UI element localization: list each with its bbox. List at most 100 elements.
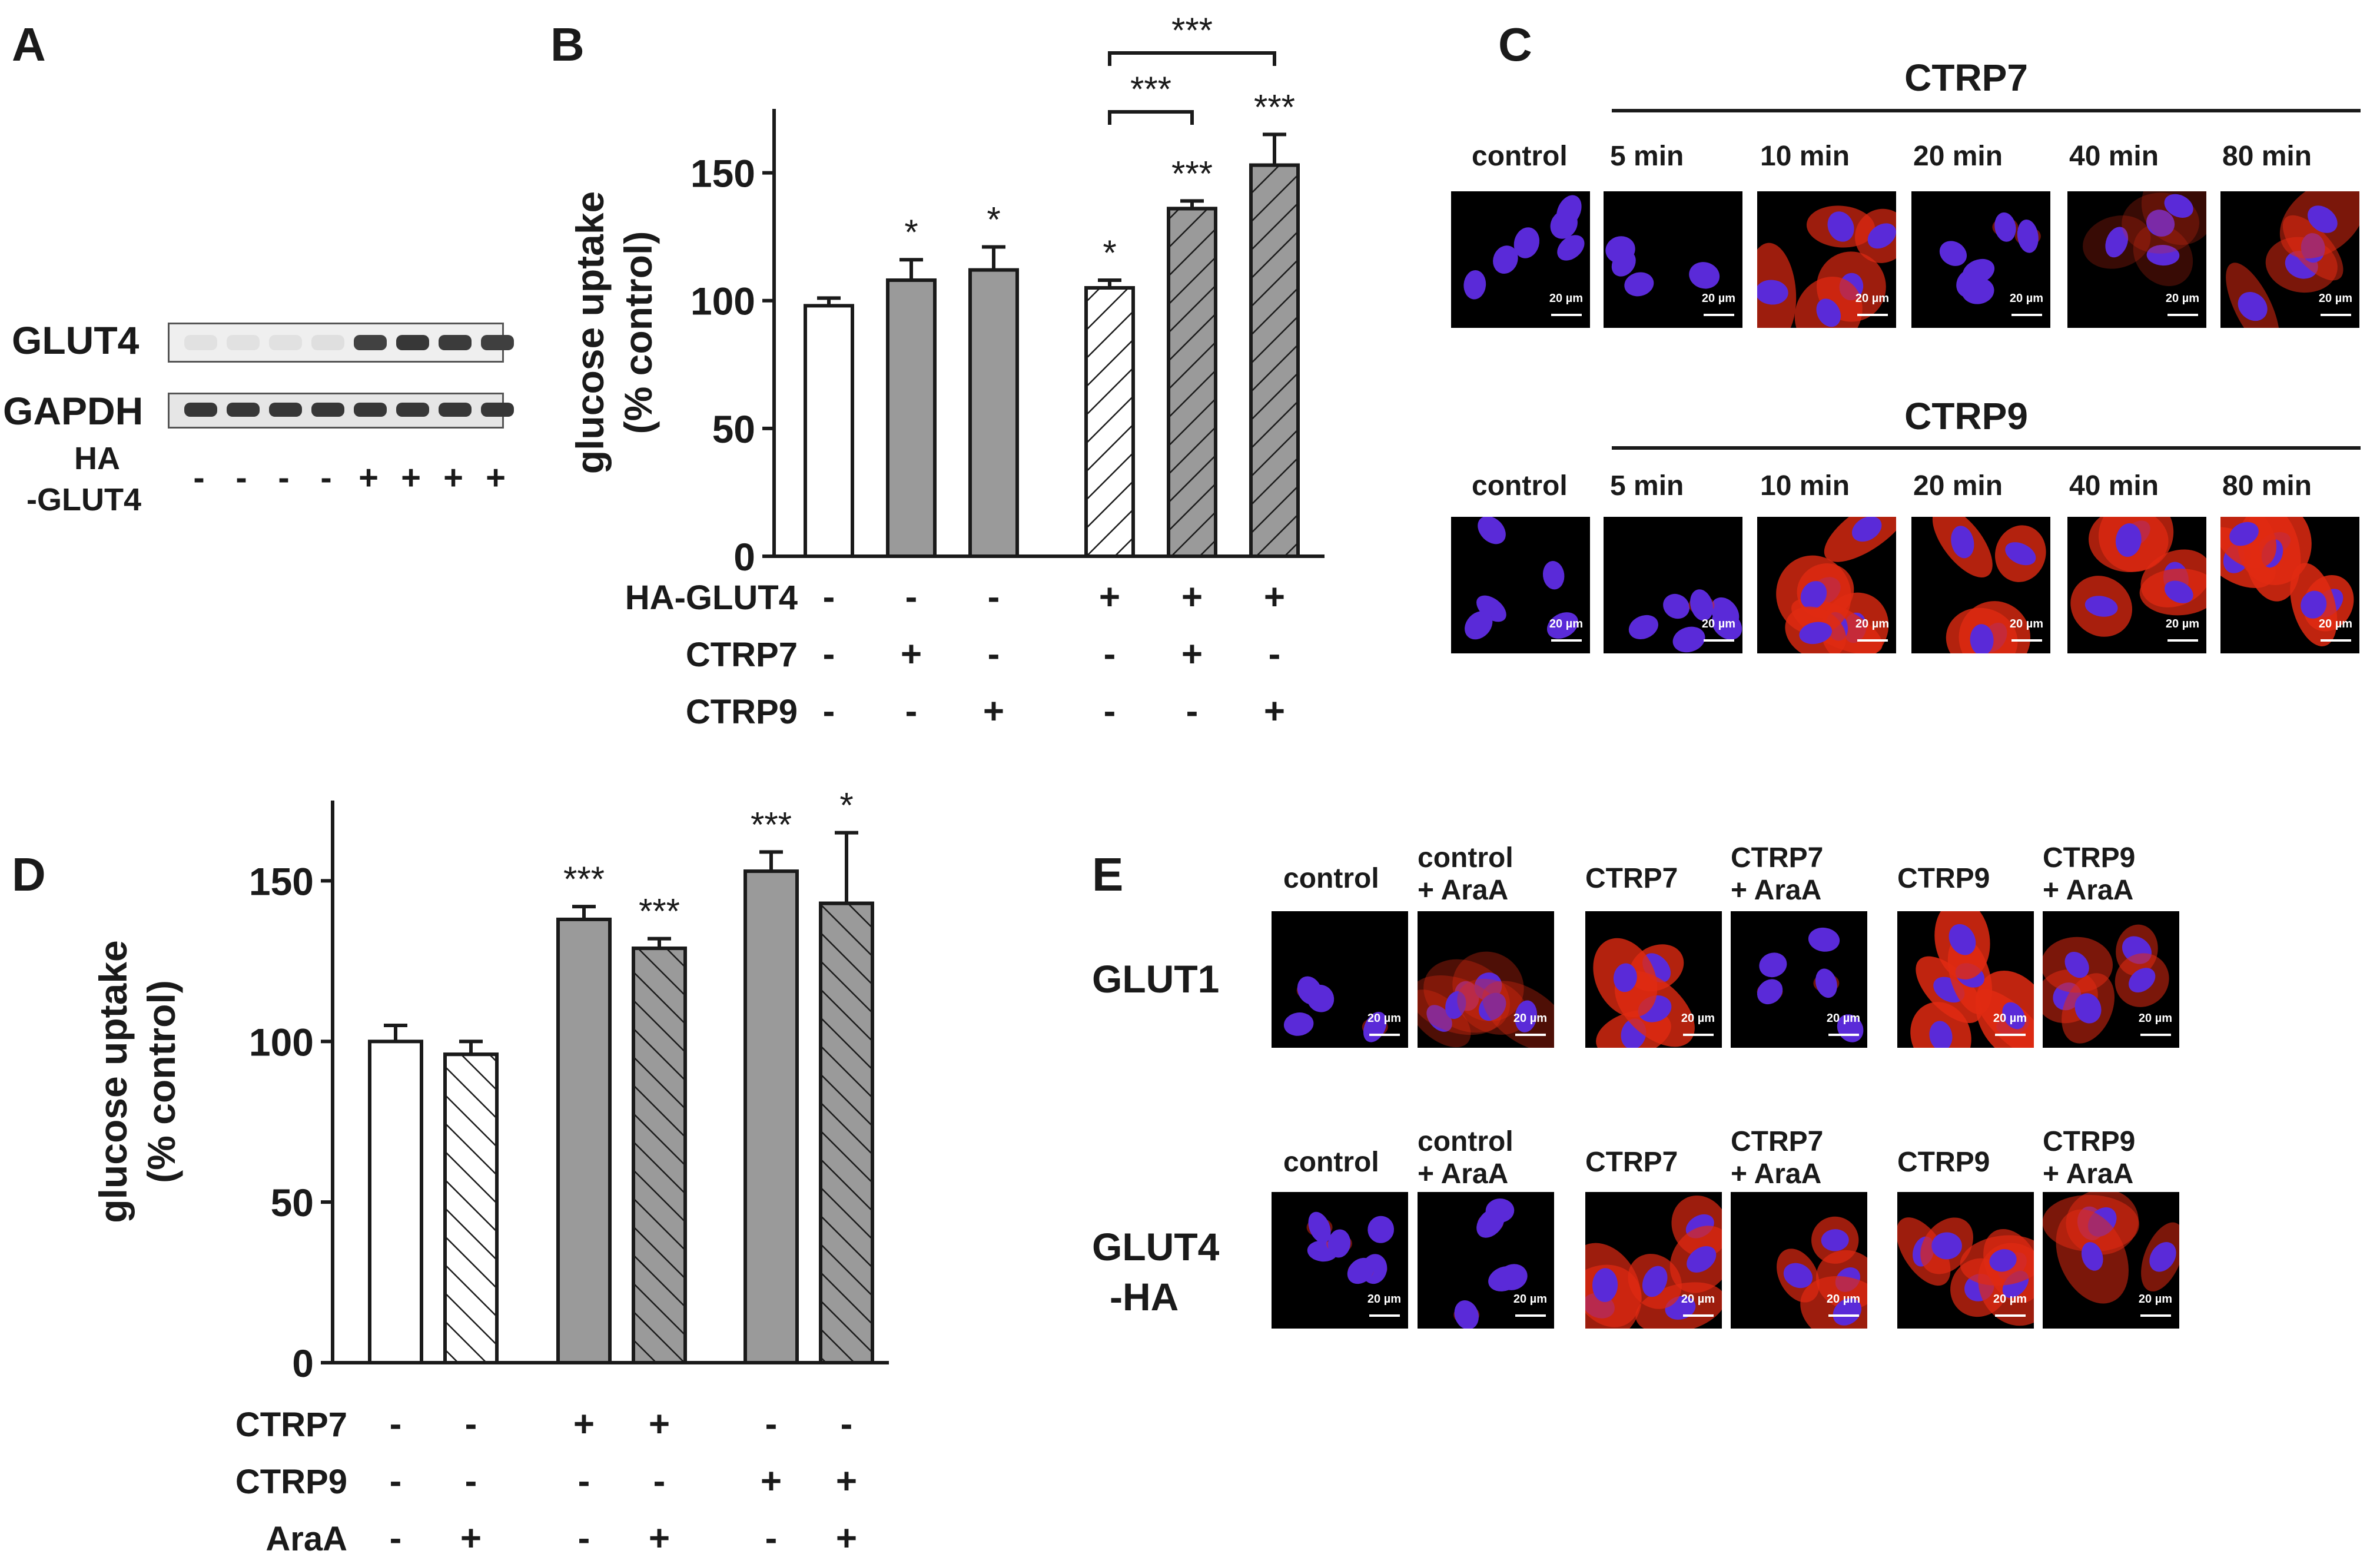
blot-band-gapdh (481, 403, 514, 417)
e-column-label: control (1418, 1126, 1513, 1157)
lane-sign: + (401, 459, 421, 497)
scale-bar (1515, 1314, 1546, 1317)
blot-band-glut4 (311, 335, 344, 350)
scale-bar-label: 20 µm (1513, 1012, 1547, 1025)
cell-nucleus (1550, 210, 1578, 239)
cell-nucleus (1970, 624, 1994, 653)
chart-b-significance: *** (1254, 87, 1295, 127)
chart-b-condition-sign: - (823, 634, 835, 675)
c-micrograph: 20 µm (1604, 191, 1742, 328)
c-column-label: 40 min (2069, 470, 2159, 502)
cell-nucleus (1478, 517, 1506, 544)
chart-d-condition-sign: + (460, 1518, 482, 1554)
cell-nucleus (1827, 211, 1854, 242)
e-column-label: + AraA (1731, 1158, 1822, 1190)
c-column-label: 80 min (2222, 470, 2312, 502)
chart-b-condition-sign: - (988, 634, 1000, 675)
chart-b-bar-hatch (1249, 163, 1300, 558)
c-micrograph: 20 µm (1604, 517, 1742, 653)
scale-bar-label: 20 µm (2009, 617, 2043, 630)
chart-b-condition-sign: - (1104, 691, 1116, 732)
chart-d-condition-sign: - (390, 1404, 402, 1445)
cell-nucleus (1799, 622, 1833, 645)
chart-d-y-label: glucose uptake (91, 940, 135, 1223)
chart-d-condition-label: CTRP9 (235, 1463, 347, 1501)
chart-d-condition-sign: - (465, 1404, 477, 1445)
scale-bar (1857, 639, 1888, 642)
blot-row-label-glut4: GLUT4 (12, 318, 140, 362)
cell-nucleus (1485, 1198, 1515, 1223)
cell-nucleus (1513, 227, 1540, 258)
e-micrograph: 20 µm (1731, 1192, 1867, 1329)
scale-bar (2321, 314, 2351, 316)
c-column-label: 5 min (1610, 141, 1684, 172)
e-column-label: + AraA (2043, 1158, 2134, 1190)
e-micrograph-image (1910, 911, 2034, 1048)
c-micrograph-image (1628, 589, 1742, 653)
cell-nucleus (1833, 1298, 1862, 1326)
cell-nucleus (1463, 270, 1486, 300)
scale-bar-label: 20 µm (1993, 1012, 2027, 1025)
chart-b-condition-sign: - (823, 691, 835, 732)
e-micrograph-image (1418, 951, 1554, 1048)
chart-d-condition-sign: - (578, 1461, 590, 1502)
chart-d-condition-sign: + (761, 1461, 782, 1502)
chart-b-significance: *** (1171, 154, 1213, 193)
panel-label-a: A (12, 18, 46, 71)
chart-d-y-tick-label: 50 (271, 1181, 314, 1224)
chart-d-bar-hatch (819, 901, 874, 1364)
cell-nucleus (2064, 951, 2089, 978)
e-column-label: CTRP7 (1585, 1147, 1678, 1178)
scale-bar (2167, 639, 2198, 642)
c-micrograph-image (2083, 191, 2206, 287)
cell-nucleus (2129, 968, 2156, 993)
cell-nucleus (1956, 268, 1985, 298)
scale-bar-label: 20 µm (2318, 617, 2352, 630)
scale-bar-label: 20 µm (2138, 1012, 2172, 1025)
ha-label-2: -GLUT4 (26, 482, 141, 517)
scale-bar (1515, 1034, 1546, 1036)
e-micrograph-image (1453, 1198, 1528, 1329)
cell-nucleus (1757, 280, 1788, 305)
ha-label: HA (74, 441, 120, 476)
e-column-label: CTRP9 (1897, 863, 1990, 894)
blot-band-gapdh (396, 403, 429, 417)
cell-nucleus (1808, 927, 1840, 952)
c-micrograph: 20 µm (1757, 517, 1896, 653)
blot-band-glut4 (269, 335, 302, 350)
e-micrograph: 20 µm (2043, 1192, 2179, 1329)
cell-nucleus (2005, 542, 2036, 566)
chart-d-y-tick-label: 150 (249, 859, 314, 903)
cell-nucleus (2105, 227, 2129, 258)
e-micrograph-image (1585, 1196, 1722, 1329)
c-micrograph-image (1605, 236, 1720, 297)
e-column-label: control (1418, 842, 1513, 874)
scale-bar-label: 20 µm (1701, 617, 1735, 630)
blot-band-glut4 (184, 335, 217, 350)
scale-bar-label: 20 µm (2318, 292, 2352, 305)
scale-bar-label: 20 µm (2009, 292, 2043, 305)
blot-band-gapdh (311, 403, 344, 417)
chart-d-condition-sign: - (578, 1518, 590, 1554)
chart-b-significance: * (987, 200, 1000, 240)
cell-nucleus (1867, 223, 1896, 249)
scale-bar-label: 20 µm (2165, 292, 2199, 305)
cell-nucleus (1759, 952, 1787, 978)
cell-nucleus (1711, 610, 1742, 640)
scale-bar-label: 20 µm (1826, 1293, 1860, 1306)
chart-d-bar (556, 917, 612, 1364)
chart-d-y-tick-label: 100 (249, 1020, 314, 1064)
scale-bar (1828, 1314, 1859, 1317)
e-column-label: CTRP9 (2043, 842, 2136, 874)
e-column-label: CTRP7 (1731, 1126, 1824, 1157)
c-column-label: 40 min (2069, 141, 2159, 172)
chart-d-condition-sign: + (649, 1518, 670, 1554)
lane-sign: - (235, 459, 247, 497)
chart-b-condition-sign: - (905, 691, 918, 732)
e-micrograph: 20 µm (1272, 911, 1408, 1048)
cell-nucleus (1816, 298, 1841, 327)
cell-nucleus (1542, 561, 1565, 590)
c-column-label: 5 min (1610, 470, 1684, 502)
e-column-label: CTRP9 (1897, 1147, 1990, 1178)
chart-d-condition-sign: - (841, 1404, 853, 1445)
